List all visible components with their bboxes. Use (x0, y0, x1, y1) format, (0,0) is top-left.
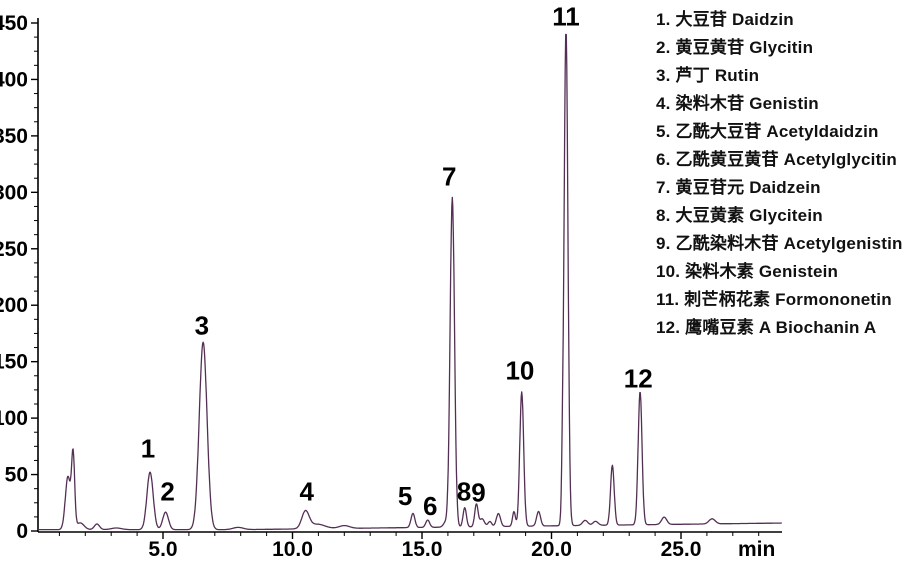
peak-label-12: 12 (624, 364, 653, 394)
y-tick-label: 350 (0, 125, 28, 148)
peak-label-8: 8 (457, 477, 471, 507)
legend-item-10: 10. 染料木素 Genistein (656, 262, 839, 281)
y-tick-label: 50 (5, 464, 28, 487)
x-tick-label: 5.0 (148, 538, 177, 561)
y-tick-label: 200 (0, 294, 28, 317)
x-tick-label: 15.0 (402, 538, 443, 561)
peak-label-10: 10 (505, 356, 534, 386)
peak-label-5: 5 (398, 481, 412, 511)
x-axis-unit-label: min (738, 538, 775, 561)
chromatogram-trace (37, 33, 782, 531)
y-tick-label: 150 (0, 351, 28, 374)
peak-label-3: 3 (195, 311, 209, 341)
x-tick-label: 20.0 (531, 538, 572, 561)
legend-item-2: 2. 黄豆黄苷 Glycitin (656, 38, 814, 57)
peak-label-7: 7 (442, 162, 456, 192)
peak-label-9: 9 (471, 478, 485, 508)
legend-item-1: 1. 大豆苷 Daidzin (656, 10, 794, 29)
legend-item-4: 4. 染料木苷 Genistin (656, 94, 819, 113)
legend-item-11: 11. 刺芒柄花素 Formononetin (656, 290, 892, 309)
peak-legend: 1. 大豆苷 Daidzin 2. 黄豆黄苷 Glycitin 3. 芦丁 Ruti… (656, 6, 914, 342)
peak-label-11: 11 (552, 1, 580, 31)
y-tick-label: 300 (0, 181, 28, 204)
x-tick-label: 10.0 (272, 538, 313, 561)
legend-item-8: 8. 大豆黄素 Glycitein (656, 206, 823, 225)
y-tick-label: 450 (0, 12, 28, 35)
y-tick-label: 250 (0, 238, 28, 261)
legend-item-9: 9. 乙酰染料木苷 Acetylgenistin (656, 234, 903, 253)
peak-label-2: 2 (160, 477, 174, 507)
legend-item-7: 7. 黄豆苷元 Daidzein (656, 178, 821, 197)
y-tick-label: 0 (16, 520, 28, 543)
x-tick-label: 25.0 (661, 538, 702, 561)
legend-item-5: 5. 乙酰大豆苷 Acetyldaidzin (656, 122, 879, 141)
y-tick-label: 100 (0, 407, 28, 430)
y-tick-label: 400 (0, 68, 28, 91)
peak-label-6: 6 (423, 491, 437, 521)
peak-label-1: 1 (141, 434, 155, 464)
legend-item-3: 3. 芦丁 Rutin (656, 66, 760, 85)
legend-item-6: 6. 乙酰黄豆黄苷 Acetylglycitin (656, 150, 897, 169)
legend-item-12: 12. 鹰嘴豆素 A Biochanin A (656, 318, 877, 337)
peak-label-4: 4 (300, 477, 315, 507)
